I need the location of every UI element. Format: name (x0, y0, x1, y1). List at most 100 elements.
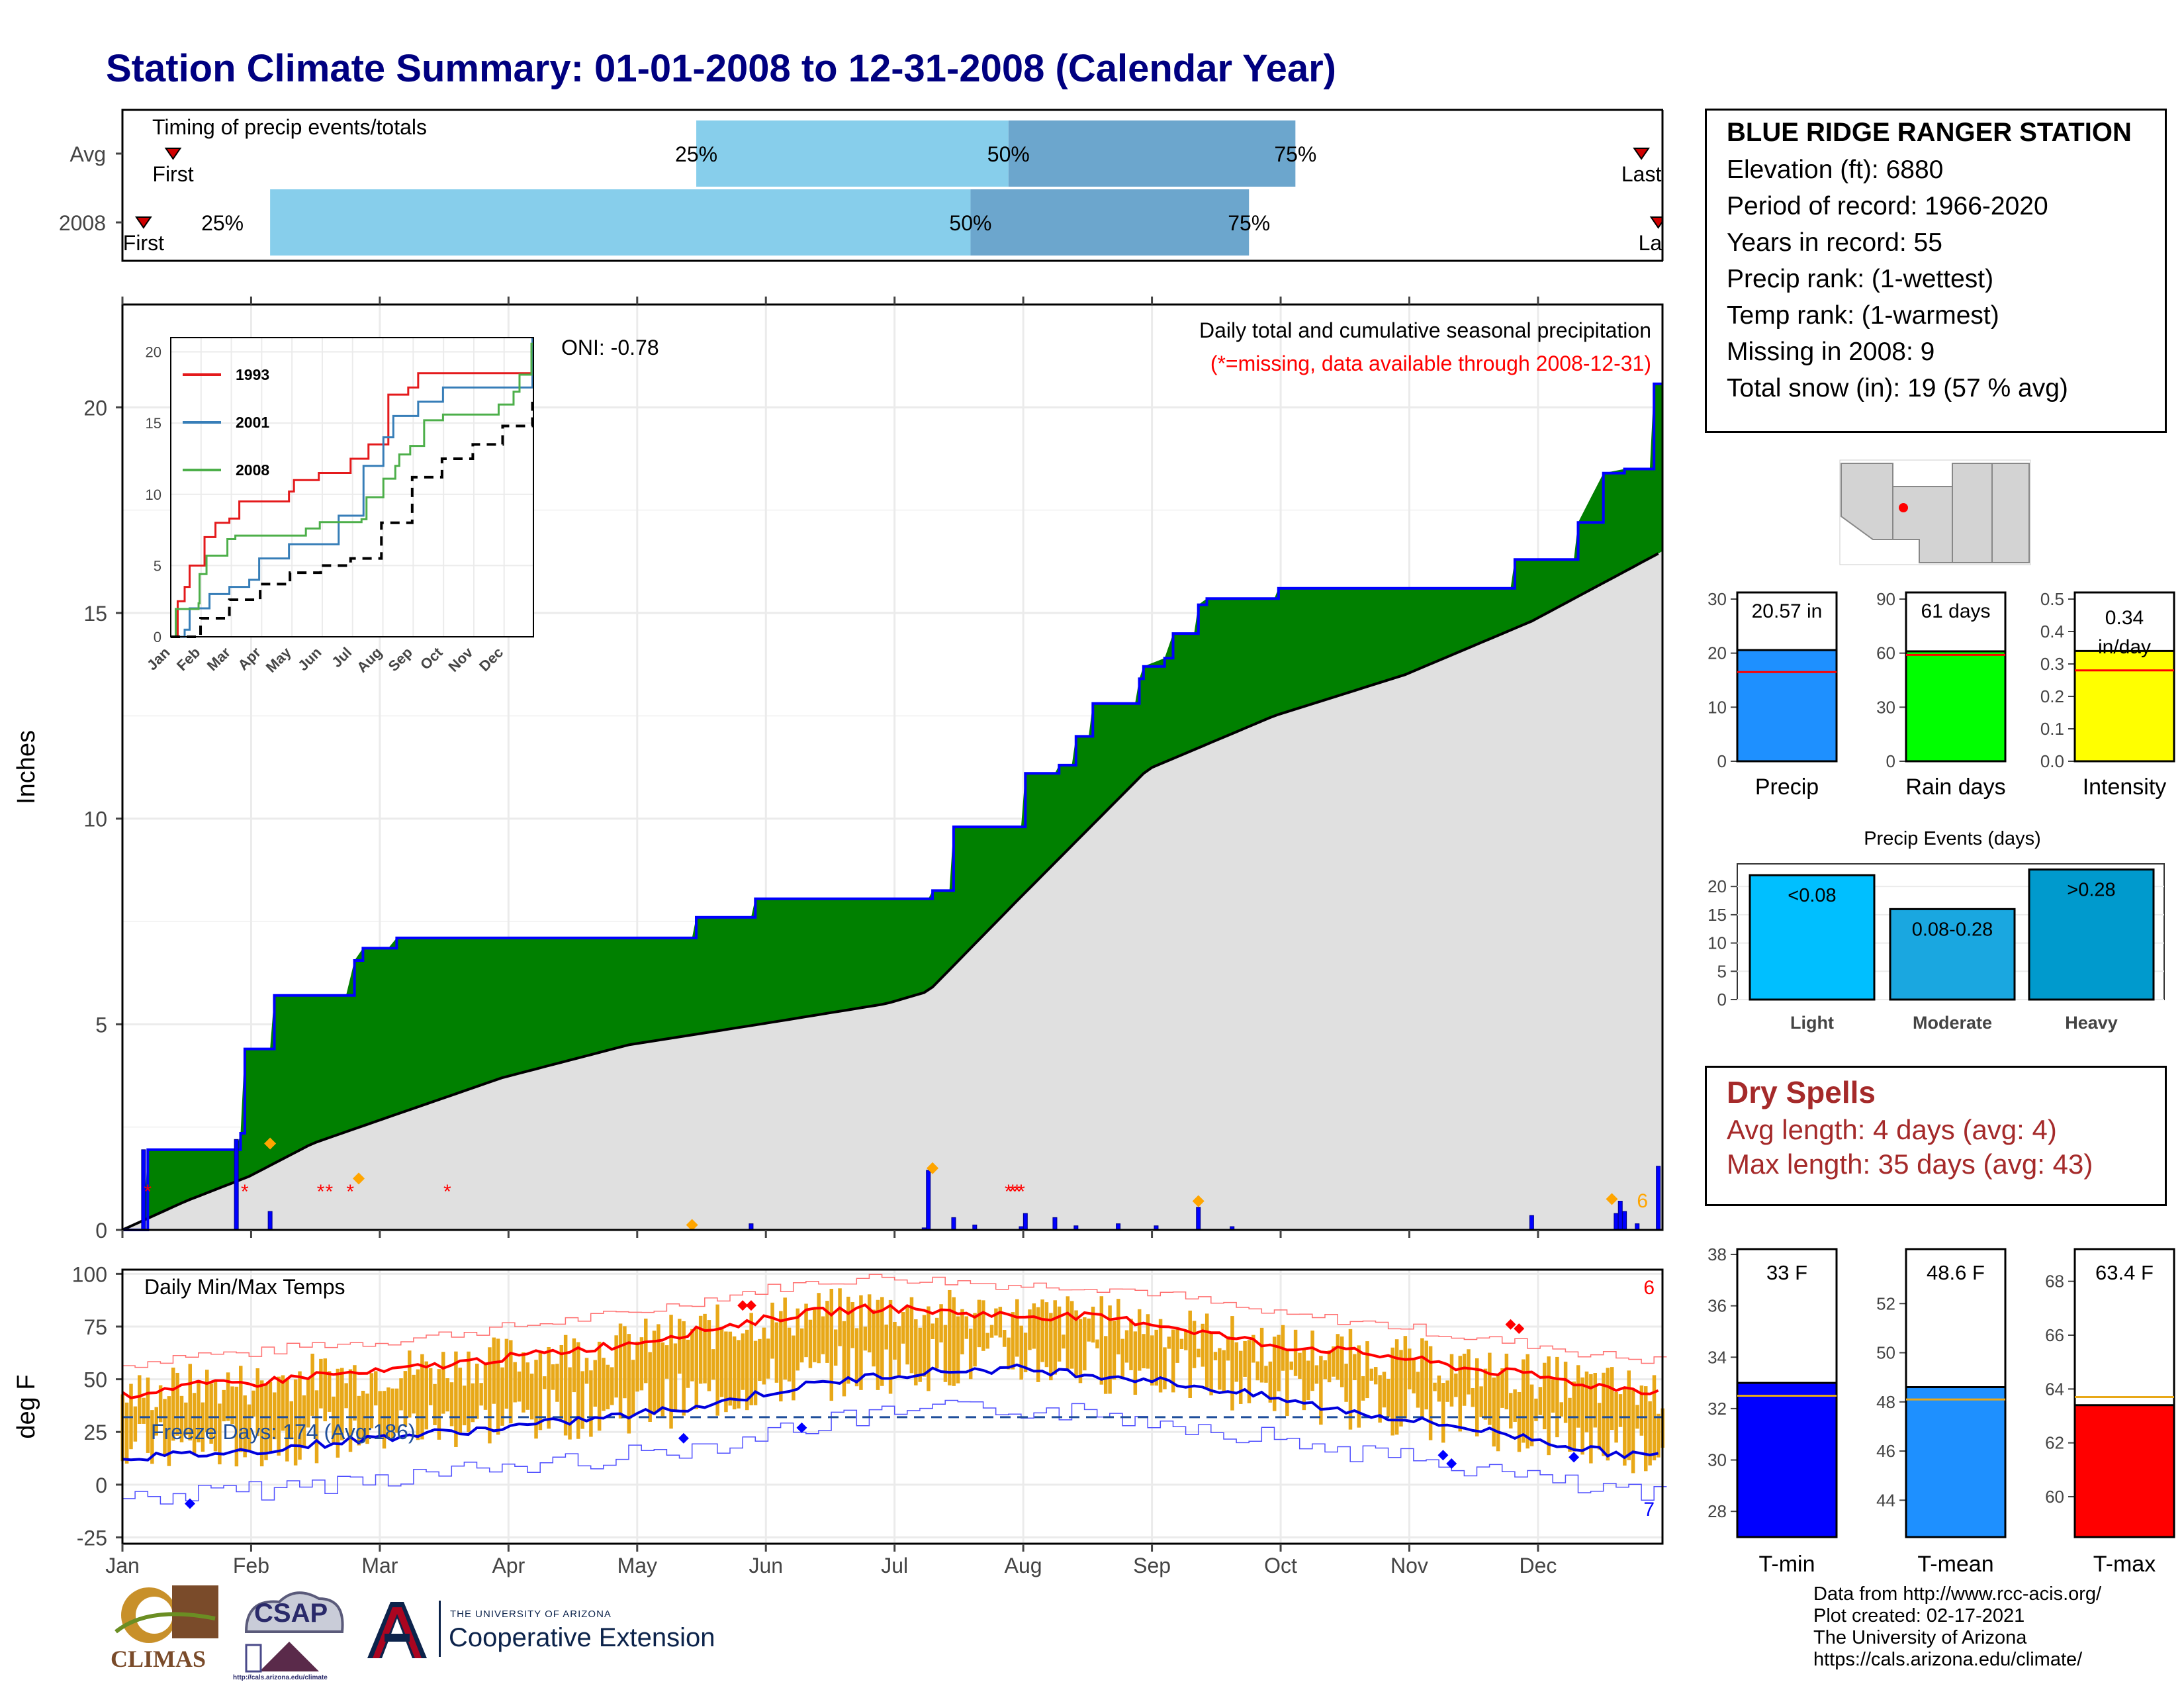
daily-precip-bar (1529, 1215, 1534, 1231)
daily-temp-bar (1222, 1350, 1226, 1391)
daily-temp-bar (821, 1316, 825, 1354)
missing-day-marker: * (317, 1181, 325, 1203)
daily-temp-bar (1036, 1307, 1040, 1382)
daily-temp-bar (854, 1328, 859, 1387)
tempbar-ytick-label: 48 (1876, 1392, 1895, 1412)
daily-temp-bar (247, 1404, 251, 1452)
normal-cumulative-area (122, 551, 1662, 1230)
daily-temp-bar (1002, 1330, 1007, 1347)
daily-temp-bar (348, 1369, 353, 1452)
daily-temp-bar (918, 1327, 922, 1382)
daily-temp-bar (580, 1371, 584, 1429)
daily-temp-bar (1268, 1361, 1273, 1403)
daily-temp-bar (479, 1383, 483, 1406)
inset-legend-label: 1993 (236, 366, 269, 383)
daily-precip-bar (1635, 1223, 1640, 1231)
daily-temp-bar (631, 1360, 635, 1416)
daily-temp-bar (804, 1303, 808, 1358)
daily-precip-bar (1073, 1225, 1079, 1231)
daily-temp-bar (952, 1297, 956, 1386)
daily-precip-bar (972, 1225, 978, 1231)
daily-temp-bar (1504, 1353, 1509, 1410)
timing-p25-label: 25% (675, 142, 717, 166)
climas-logo-graphic (114, 1585, 218, 1643)
station-name: BLUE RIDGE RANGER STATION (1727, 118, 2132, 147)
daily-temp-bar (1184, 1330, 1188, 1350)
daily-temp-bar (728, 1331, 733, 1406)
summary-value-unit: in/day (2098, 636, 2151, 658)
daily-temp-bar (1044, 1302, 1049, 1368)
temp-ytick-label: -25 (77, 1526, 107, 1550)
daily-temp-bar (171, 1367, 175, 1441)
daily-temp-bar (1083, 1317, 1087, 1371)
daily-temp-bar (880, 1297, 884, 1386)
first-event-label: First (123, 231, 164, 255)
missing-day-marker: * (346, 1181, 354, 1203)
summary-ytick-label: 0 (1717, 751, 1727, 771)
daily-temp-bar (1247, 1340, 1251, 1403)
tempbar-ytick-label: 52 (1876, 1293, 1895, 1313)
daily-temp-bar (390, 1388, 395, 1438)
credits: Data from http://www.rcc-acis.org/ Plot … (1813, 1583, 2101, 1671)
timing-bar-q50-q75 (1008, 120, 1296, 187)
inset-ytick-label: 20 (146, 344, 161, 361)
daily-temp-bar (1606, 1368, 1610, 1461)
daily-temp-bar (1399, 1350, 1403, 1427)
precip-background (122, 305, 1662, 1230)
temp-panel: 100 75 50 25 0 -25 Daily Min/Max Temps Freeze D… (13, 1262, 1667, 1550)
daily-temp-bar (1467, 1349, 1471, 1395)
daily-temp-bar (1492, 1377, 1496, 1447)
daily-temp-bar (1348, 1329, 1353, 1430)
daily-temp-bar (989, 1325, 994, 1338)
daily-temp-bar (251, 1390, 255, 1417)
events-ytick-label: 0 (1717, 990, 1727, 1009)
inset-line-1993 (171, 338, 533, 638)
cumulative-precip-line (122, 382, 1662, 1231)
daily-temp-bar (1066, 1296, 1070, 1370)
daily-temp-bar (686, 1339, 690, 1388)
missing-day-marker: * (1013, 1181, 1021, 1203)
station-location-marker (1899, 503, 1908, 512)
summary-bar-Precip (1736, 649, 1838, 763)
inset-month-label: Oct (417, 643, 446, 673)
missing-day-marker: * (1009, 1181, 1017, 1203)
timing-p50-label: 50% (987, 142, 1030, 166)
daily-temp-bar (884, 1324, 888, 1350)
daily-temp-bar (323, 1358, 328, 1422)
daily-temp-bar (1661, 1408, 1664, 1448)
daily-temp-bar (399, 1378, 403, 1411)
map-states (1841, 463, 2030, 563)
daily-temp-bar (433, 1383, 437, 1425)
daily-temp-bar (1069, 1301, 1074, 1369)
daily-temp-bar (1028, 1309, 1032, 1350)
daily-temp-bar (1542, 1362, 1547, 1430)
tempbar-ytick-label: 62 (2045, 1433, 2064, 1453)
daily-temp-bar (357, 1395, 361, 1446)
daily-temp-bar (475, 1364, 479, 1419)
credit-university: The University of Arizona (1813, 1627, 2027, 1648)
daily-temp-bar (766, 1338, 770, 1379)
inset-normal-line (171, 401, 534, 638)
daily-temp-bar (711, 1349, 715, 1380)
daily-temp-bar (1407, 1348, 1412, 1389)
daily-temp-bar (449, 1382, 454, 1427)
daily-temp-bar (678, 1319, 682, 1374)
daily-temp-bar (690, 1329, 694, 1382)
daily-temp-bar (829, 1288, 834, 1401)
page-title: Station Climate Summary: 01-01-2008 to 1… (106, 47, 1336, 90)
daily-temp-bar (529, 1374, 534, 1420)
daily-temp-bar (572, 1338, 576, 1393)
daily-temp-bar (1403, 1336, 1408, 1419)
timing-frame (121, 109, 1664, 262)
precip-ytick-label: 10 (83, 808, 107, 831)
daily-temp-bar (1357, 1345, 1361, 1428)
daily-temp-bar (762, 1327, 766, 1385)
daily-temp-bar (1610, 1367, 1614, 1430)
tempbar-frame (1905, 1248, 2007, 1538)
daily-temp-bar (1213, 1352, 1218, 1360)
record-high-count: 6 (1643, 1277, 1655, 1299)
daily-temp-bar (1129, 1319, 1133, 1370)
daily-temp-bar (1597, 1403, 1602, 1450)
daily-temp-bar (496, 1338, 500, 1435)
daily-temp-bar (922, 1315, 927, 1377)
